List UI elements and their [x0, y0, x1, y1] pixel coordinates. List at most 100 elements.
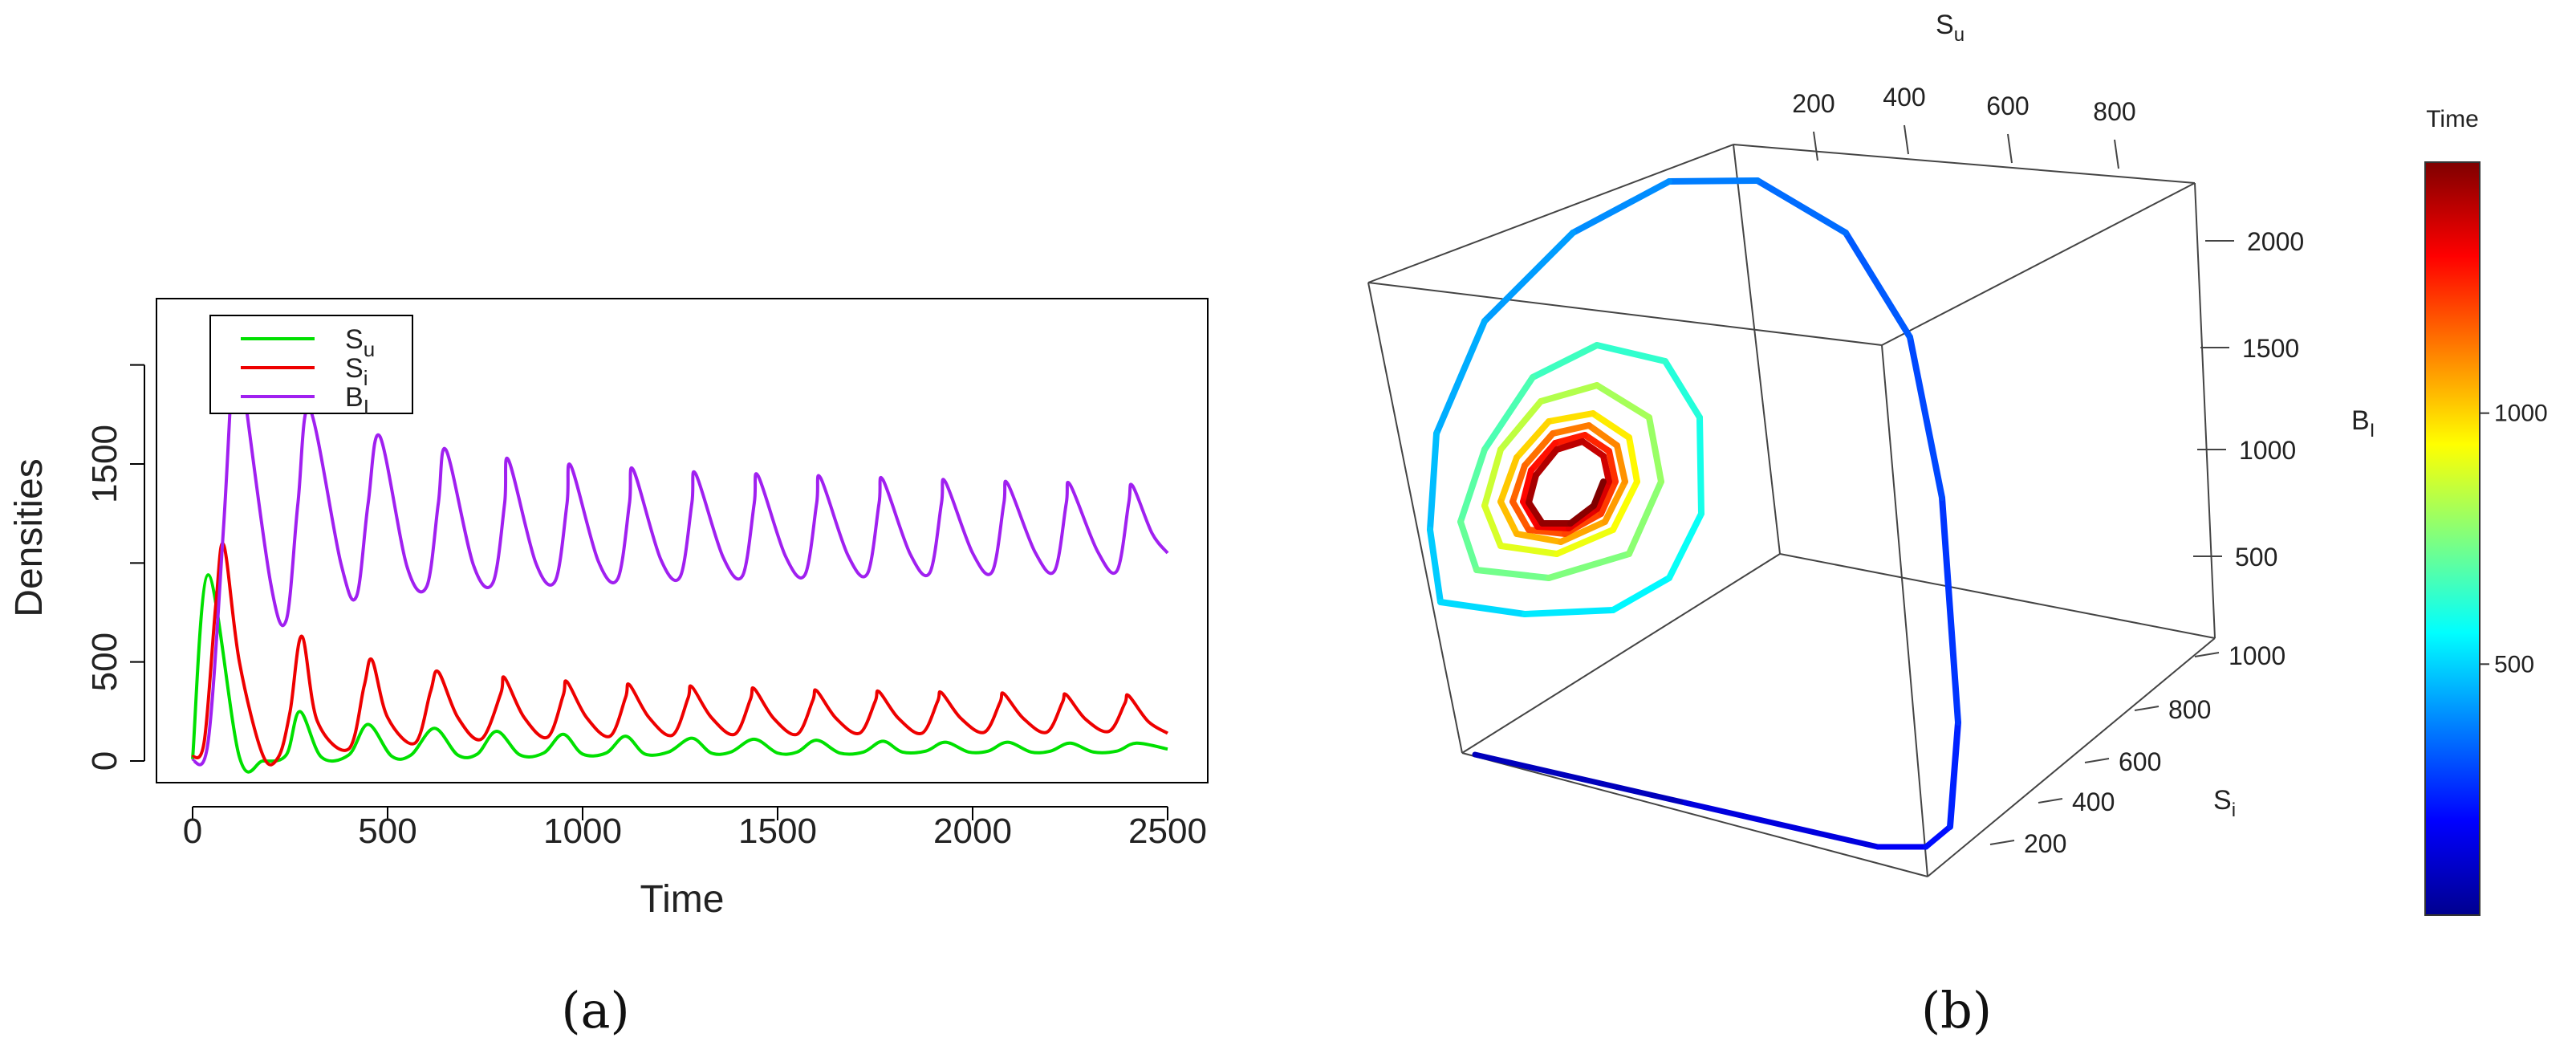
trajectory-segment: [1550, 422, 1592, 437]
colorbar-tick-label: 500: [2494, 651, 2534, 677]
y-tick-label: 0: [85, 751, 124, 771]
trajectory-segment: [1546, 410, 1596, 425]
trajectory-segment: [1662, 358, 1703, 421]
panel-a-time-series: 0 500 1000 1500 2000 2500 0 500 1500 Time Densi…: [8, 298, 1209, 1040]
si-axis-title: Si: [2213, 785, 2236, 821]
legend-box: [209, 315, 413, 414]
trajectory-segment: [1457, 519, 1480, 573]
trajectory-segment: [1522, 607, 1616, 617]
si-tick-label: 600: [2119, 747, 2161, 776]
plot-frame: [156, 298, 1209, 783]
trajectory-segment: [1552, 432, 1588, 446]
su-tick-label: 400: [1883, 83, 1925, 112]
series-line-s_i: [191, 542, 1169, 767]
trajectory-segment: [1696, 414, 1704, 517]
trajectory-segment: [1610, 478, 1640, 533]
su-axis-title: Su: [1936, 10, 1965, 46]
x-tick-label: 1000: [543, 812, 622, 851]
trajectory-segment: [1481, 230, 1576, 324]
trajectory-segment: [1526, 527, 1568, 537]
trajectory: [1427, 177, 1961, 850]
box-edge: [1779, 553, 2216, 639]
trajectory-segment: [1682, 800, 1881, 850]
trajectory-segment: [1528, 440, 1558, 474]
trajectory-segment: [1570, 178, 1672, 236]
trajectory-segment: [1554, 438, 1586, 453]
trajectory-segment: [1591, 478, 1607, 509]
trajectory-segment: [1509, 498, 1532, 533]
trajectory-segment: [1522, 430, 1556, 469]
box-edge: [1881, 182, 2196, 346]
si-tick: [2038, 798, 2063, 804]
trajectory-segment: [1754, 177, 1849, 236]
y-tick-label: 1500: [85, 425, 124, 503]
su-tick: [2114, 139, 2119, 169]
trajectory-segment: [1427, 430, 1440, 533]
x-axis-title: Time: [640, 878, 725, 921]
x-axis: 0 500 1000 1500 2000 2500: [183, 806, 1207, 851]
bi-axis-title: BI: [2351, 405, 2375, 441]
legend-label: Su: [345, 324, 375, 361]
y-axis-title: Densities: [8, 458, 51, 616]
colorbar: Time 500 1000: [2424, 106, 2548, 916]
su-tick: [1813, 131, 1818, 161]
trajectory-segment: [1666, 511, 1704, 581]
trajectory-segment: [1437, 599, 1528, 617]
bi-tick-label: 2000: [2247, 227, 2304, 256]
box-edge: [1927, 637, 2216, 877]
si-tick: [2134, 706, 2160, 711]
trajectory-segment: [1626, 434, 1640, 485]
su-tick-label: 200: [1792, 89, 1834, 118]
trajectory-segment: [1646, 414, 1664, 485]
trajectory-segment: [1582, 432, 1612, 454]
colorbar-gradient: [2424, 161, 2481, 916]
trajectory-segment: [1497, 454, 1520, 505]
trajectory-segment: [1497, 543, 1560, 557]
trajectory-segment: [1533, 446, 1560, 478]
trajectory-segment: [1433, 318, 1488, 437]
trajectory-segment: [1598, 478, 1619, 517]
legend-label: BI: [345, 382, 369, 419]
trajectory-segment: [1473, 567, 1552, 581]
trajectory-segment: [1530, 342, 1600, 380]
bi-tick-label: 500: [2235, 543, 2277, 572]
box-edge: [1461, 553, 1781, 754]
si-tick-label: 200: [2024, 829, 2066, 858]
trajectory-segment: [1481, 503, 1504, 549]
x-tick-label: 2500: [1128, 812, 1207, 851]
trajectory-segment: [1520, 498, 1541, 530]
trajectory-segment: [1472, 751, 1688, 806]
trajectory-segment: [1514, 418, 1552, 461]
trajectory-segment: [1481, 446, 1504, 509]
box-edge: [1461, 752, 1928, 877]
trajectory-segment: [1497, 498, 1520, 537]
si-tick: [2084, 758, 2110, 763]
trajectory-segment: [1626, 478, 1664, 557]
x-tick-label: 1500: [738, 812, 817, 851]
trajectory-segment: [1457, 446, 1488, 525]
si-tick: [2194, 652, 2220, 657]
trajectory-segment: [1509, 462, 1528, 505]
trajectory-segment: [1606, 448, 1619, 485]
su-tick-label: 800: [2093, 97, 2135, 126]
su-tick: [1904, 124, 1909, 155]
trajectory-segment: [1594, 382, 1652, 421]
trajectory-segment: [1614, 442, 1628, 485]
trajectory-segment: [1534, 523, 1572, 531]
trajectory-segment: [1558, 519, 1608, 545]
series-line-s_u: [191, 573, 1168, 774]
trajectory-segment: [1481, 374, 1536, 453]
bi-tick-label: 1500: [2242, 334, 2299, 363]
x-tick-label: 500: [358, 812, 416, 851]
trajectory-segment: [1514, 531, 1564, 545]
trajectory-segment: [1586, 422, 1620, 449]
trajectory-segment: [1600, 453, 1612, 485]
box-edge: [1733, 144, 2196, 184]
box-edge: [1881, 344, 1928, 877]
si-tick: [1989, 840, 2015, 845]
caption-b: (b): [1921, 981, 1992, 1040]
caption-a: (a): [561, 981, 629, 1040]
box-edge: [1733, 144, 1781, 555]
